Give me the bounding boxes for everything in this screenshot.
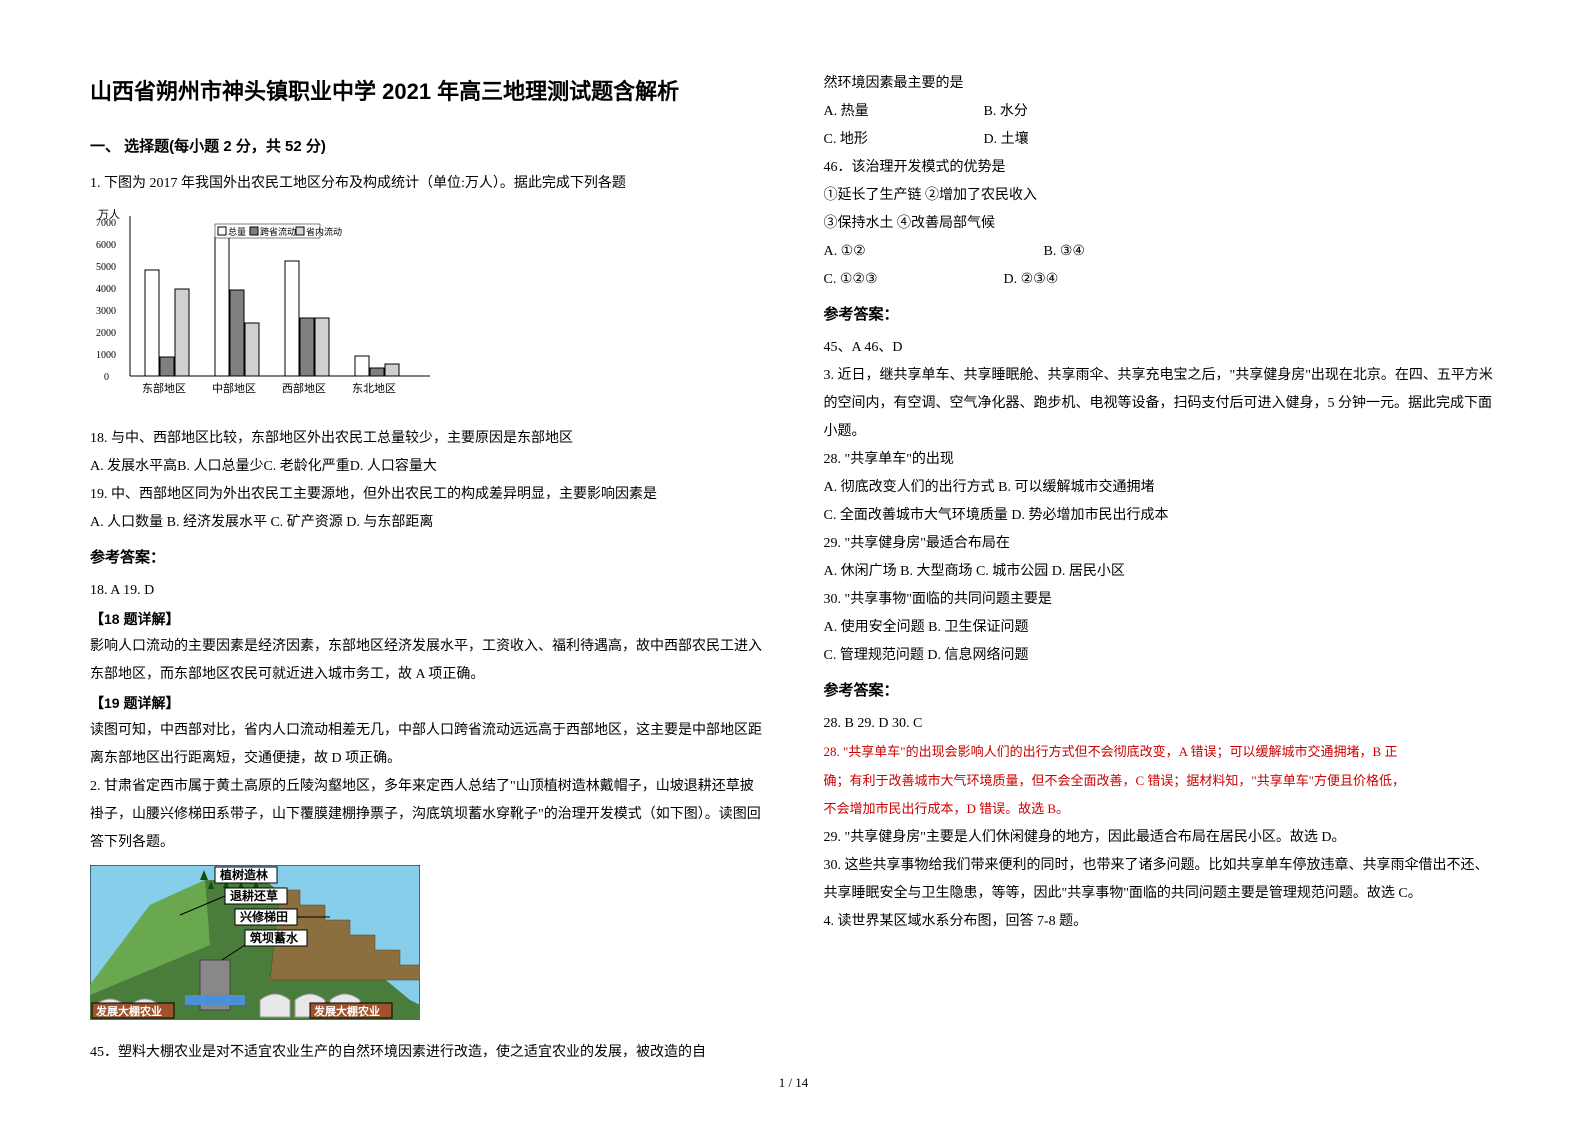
right-column: 然环境因素最主要的是 A. 热量 B. 水分 C. 地形 D. 土壤 46．该治… xyxy=(824,70,1498,1060)
q46-opt-b: B. ③④ xyxy=(1044,238,1085,266)
answer-label-3: 参考答案： xyxy=(824,676,1498,706)
q29-text: 29. "共享健身房"最适合布局在 xyxy=(824,530,1498,558)
q46-opt-c: C. ①②③ xyxy=(824,266,1004,294)
q45-opt-b: B. 水分 xyxy=(984,98,1028,126)
q4-text: 4. 读世界某区域水系分布图，回答 7-8 题。 xyxy=(824,908,1498,936)
svg-text:筑坝蓄水: 筑坝蓄水 xyxy=(250,930,299,945)
q45-opt-a: A. 热量 xyxy=(824,98,984,126)
q29-opts: A. 休闲广场 B. 大型商场 C. 城市公园 D. 居民小区 xyxy=(824,558,1498,586)
exp29-text: 29. "共享健身房"主要是人们休闲健身的地方，因此最适合布局在居民小区。故选 … xyxy=(824,824,1498,852)
svg-text:跨省流动: 跨省流动 xyxy=(260,226,296,237)
q46-text: 46．该治理开发模式的优势是 xyxy=(824,154,1498,182)
exp30-text: 30. 这些共享事物给我们带来便利的同时，也带来了诸多问题。比如共享单车停放违章… xyxy=(824,852,1498,908)
q45-text: 45．塑料大棚农业是对不适宜农业生产的自然环境因素进行改造，使之适宜农业的发展，… xyxy=(90,1039,764,1067)
svg-text:7000: 7000 xyxy=(96,218,116,229)
svg-text:植树造林: 植树造林 xyxy=(219,867,268,882)
mountain-diagram: 植树造林 退耕还草 兴修梯田 筑坝蓄水 发展大棚农业 发展大棚农业 xyxy=(90,865,420,1020)
svg-text:东北地区: 东北地区 xyxy=(352,382,396,395)
q45-row2: C. 地形 D. 土壤 xyxy=(824,126,1498,154)
ans-18-19-text: 18. A 19. D xyxy=(90,583,154,598)
svg-text:中部地区: 中部地区 xyxy=(212,381,256,395)
exp28-red-2: 确；有利于改善城市大气环境质量，但不会全面改善，C 错误；据材料知，"共享单车"… xyxy=(824,767,1498,796)
exp18-text: 影响人口流动的主要因素是经济因素，东部地区经济发展水平，工资收入、福利待遇高，故… xyxy=(90,633,764,689)
svg-text:0: 0 xyxy=(104,372,109,383)
q1-intro: 1. 下图为 2017 年我国外出农民工地区分布及构成统计（单位:万人）。据此完… xyxy=(90,170,764,198)
bar-chart: 万人 0 1000 2000 3000 4000 5000 6000 7000 xyxy=(90,206,450,406)
svg-text:4000: 4000 xyxy=(96,284,116,295)
svg-text:兴修梯田: 兴修梯田 xyxy=(240,909,288,924)
svg-text:总量: 总量 xyxy=(228,226,246,237)
exp28-red-1: 28. "共享单车"的出现会影响人们的出行方式但不会彻底改变，A 错误；可以缓解… xyxy=(824,738,1498,767)
q3-intro: 3. 近日，继共享单车、共享睡眠舱、共享雨伞、共享充电宝之后，"共享健身房"出现… xyxy=(824,362,1498,446)
svg-text:退耕还草: 退耕还草 xyxy=(230,888,278,903)
q19-text: 19. 中、西部地区同为外出农民工主要源地，但外出农民工的构成差异明显，主要影响… xyxy=(90,481,764,509)
svg-text:5000: 5000 xyxy=(96,262,116,273)
svg-text:东部地区: 东部地区 xyxy=(142,381,186,395)
q19-options: A. 人口数量 B. 经济发展水平 C. 矿产资源 D. 与东部距离 xyxy=(90,509,764,537)
exp28-red-3: 不会增加市民出行成本，D 错误。故选 B。 xyxy=(824,795,1498,824)
q30-text: 30. "共享事物"面临的共同问题主要是 xyxy=(824,586,1498,614)
page-number: 1 / 14 xyxy=(90,1070,1497,1096)
q46-row1: A. ①② B. ③④ xyxy=(824,238,1498,266)
q45-opt-d: D. 土壤 xyxy=(984,126,1029,154)
exp19-heading: 【19 题详解】 xyxy=(90,689,764,717)
ans-18-19: 18. A 19. D xyxy=(90,577,764,605)
q45-opt-c: C. 地形 xyxy=(824,126,984,154)
q46-line1: ①延长了生产链 ②增加了农民收入 xyxy=(824,182,1498,210)
section-1-header: 一、 选择题(每小题 2 分，共 52 分) xyxy=(90,132,764,162)
q46-line2: ③保持水土 ④改善局部气候 xyxy=(824,210,1498,238)
q18-options: A. 发展水平高B. 人口总量少C. 老龄化严重D. 人口容量大 xyxy=(90,453,764,481)
ans-45-46: 45、A 46、D xyxy=(824,334,1498,362)
q18-text: 18. 与中、西部地区比较，东部地区外出农民工总量较少，主要原因是东部地区 xyxy=(90,425,764,453)
svg-text:西部地区: 西部地区 xyxy=(282,381,326,395)
svg-text:省内流动: 省内流动 xyxy=(306,226,342,237)
q2-intro: 2. 甘肃省定西市属于黄土高原的丘陵沟壑地区，多年来定西人总结了"山顶植树造林戴… xyxy=(90,773,764,857)
svg-text:发展大棚农业: 发展大棚农业 xyxy=(313,1004,380,1018)
document-title: 山西省朔州市神头镇职业中学 2021 年高三地理测试题含解析 xyxy=(90,70,764,114)
q28-opts-ab: A. 彻底改变人们的出行方式 B. 可以缓解城市交通拥堵 xyxy=(824,474,1498,502)
svg-text:3000: 3000 xyxy=(96,306,116,317)
ans-28-30: 28. B 29. D 30. C xyxy=(824,710,1498,738)
q46-opt-a: A. ①② xyxy=(824,238,1044,266)
col2-continuation: 然环境因素最主要的是 xyxy=(824,70,1498,98)
svg-text:1000: 1000 xyxy=(96,350,116,361)
q30-opts-cd: C. 管理规范问题 D. 信息网络问题 xyxy=(824,642,1498,670)
svg-text:2000: 2000 xyxy=(96,328,116,339)
exp19-text: 读图可知，中西部对比，省内人口流动相差无几，中部人口跨省流动远远高于西部地区，这… xyxy=(90,717,764,773)
svg-text:6000: 6000 xyxy=(96,240,116,251)
exp18-heading: 【18 题详解】 xyxy=(90,605,764,633)
q28-text: 28. "共享单车"的出现 xyxy=(824,446,1498,474)
page-container: 山西省朔州市神头镇职业中学 2021 年高三地理测试题含解析 一、 选择题(每小… xyxy=(90,70,1497,1060)
q30-opts-ab: A. 使用安全问题 B. 卫生保证问题 xyxy=(824,614,1498,642)
svg-text:发展大棚农业: 发展大棚农业 xyxy=(95,1004,162,1018)
answer-label-1: 参考答案： xyxy=(90,543,764,573)
answer-label-2: 参考答案： xyxy=(824,300,1498,330)
q46-opt-d: D. ②③④ xyxy=(1004,266,1059,294)
q46-row2: C. ①②③ D. ②③④ xyxy=(824,266,1498,294)
left-column: 山西省朔州市神头镇职业中学 2021 年高三地理测试题含解析 一、 选择题(每小… xyxy=(90,70,764,1060)
q28-opts-cd: C. 全面改善城市大气环境质量 D. 势必增加市民出行成本 xyxy=(824,502,1498,530)
q45-row1: A. 热量 B. 水分 xyxy=(824,98,1498,126)
